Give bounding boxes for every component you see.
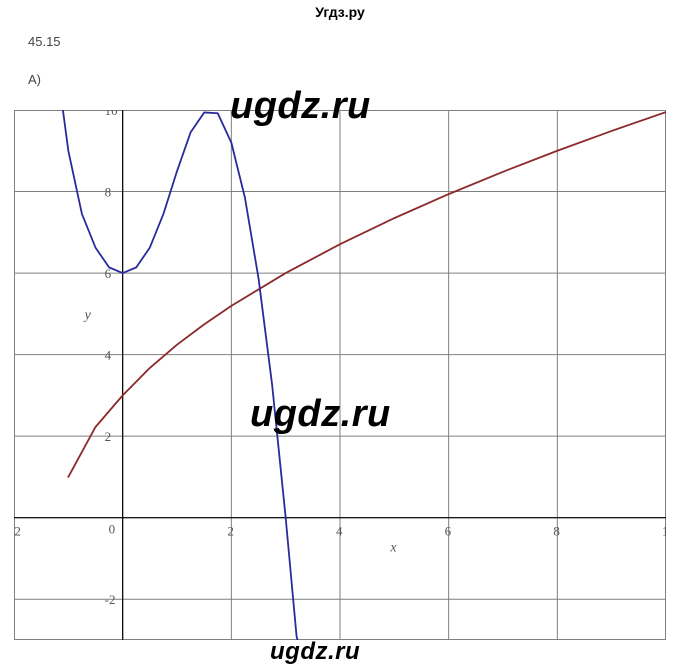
- svg-text:x: x: [389, 541, 397, 556]
- svg-text:4: 4: [336, 524, 343, 539]
- svg-text:0: 0: [109, 522, 116, 537]
- exercise-number: 45.15: [28, 34, 61, 49]
- svg-text:6: 6: [445, 524, 452, 539]
- chart-svg: -2 2 4 6 8 10 -2 2 4 6 8 10 0 x y: [14, 110, 666, 640]
- svg-text:2: 2: [227, 524, 234, 539]
- svg-text:6: 6: [105, 266, 112, 281]
- watermark-mid: ugdz.ru: [250, 393, 391, 436]
- site-header: Угдз.ру: [315, 4, 365, 20]
- svg-text:10: 10: [105, 110, 118, 118]
- watermark-top: ugdz.ru: [230, 85, 371, 128]
- svg-text:8: 8: [105, 185, 112, 200]
- svg-text:-2: -2: [14, 524, 21, 539]
- chart: -2 2 4 6 8 10 -2 2 4 6 8 10 0 x y: [14, 110, 666, 640]
- svg-text:4: 4: [105, 348, 112, 363]
- svg-text:8: 8: [553, 524, 560, 539]
- part-label: А): [28, 72, 41, 87]
- watermark-bot: ugdz.ru: [270, 638, 360, 666]
- svg-text:10: 10: [662, 524, 666, 539]
- svg-text:2: 2: [105, 429, 112, 444]
- svg-text:-2: -2: [105, 592, 116, 607]
- svg-text:y: y: [83, 308, 92, 323]
